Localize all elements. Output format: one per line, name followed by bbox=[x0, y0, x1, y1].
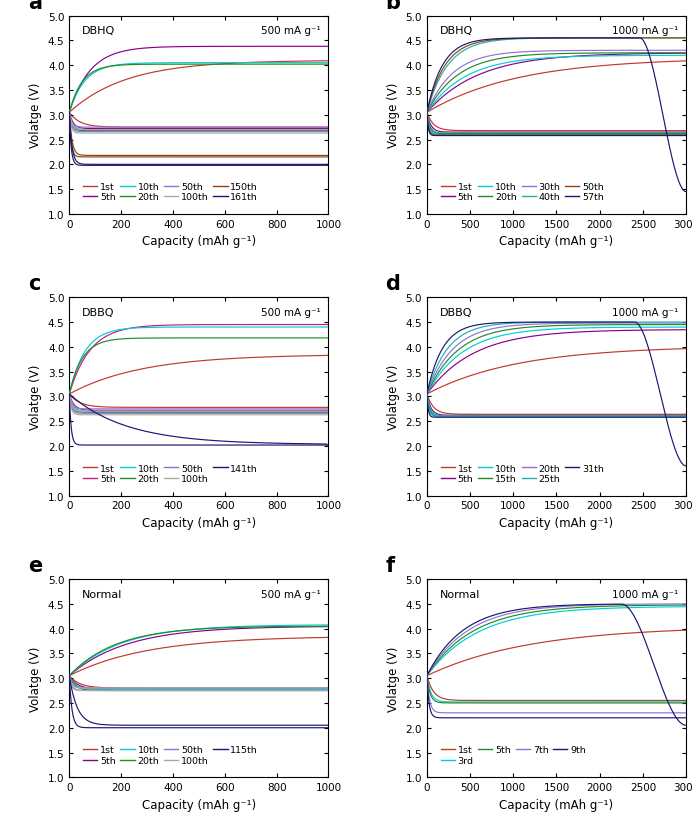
Text: d: d bbox=[385, 274, 401, 294]
Text: e: e bbox=[28, 555, 42, 576]
X-axis label: Capacity (mAh g⁻¹): Capacity (mAh g⁻¹) bbox=[500, 235, 613, 248]
Legend: 1st, 5th, 10th, 20th, 50th, 100th, 141th: 1st, 5th, 10th, 20th, 50th, 100th, 141th bbox=[79, 461, 262, 487]
Legend: 1st, 5th, 10th, 20th, 30th, 40th, 50th, 57th: 1st, 5th, 10th, 20th, 30th, 40th, 50th, … bbox=[437, 179, 608, 206]
Text: 500 mA g⁻¹: 500 mA g⁻¹ bbox=[261, 308, 321, 318]
Text: 1000 mA g⁻¹: 1000 mA g⁻¹ bbox=[612, 308, 678, 318]
Legend: 1st, 5th, 10th, 15th, 20th, 25th, 31th: 1st, 5th, 10th, 15th, 20th, 25th, 31th bbox=[437, 461, 608, 487]
Text: b: b bbox=[385, 0, 401, 12]
Legend: 1st, 3rd, 5th, 7th, 9th: 1st, 3rd, 5th, 7th, 9th bbox=[437, 742, 590, 769]
X-axis label: Capacity (mAh g⁻¹): Capacity (mAh g⁻¹) bbox=[142, 798, 256, 810]
Text: DBHQ: DBHQ bbox=[440, 26, 473, 36]
Text: c: c bbox=[28, 274, 40, 294]
Y-axis label: Volatge (V): Volatge (V) bbox=[387, 365, 400, 429]
Text: 500 mA g⁻¹: 500 mA g⁻¹ bbox=[261, 26, 321, 36]
Text: 1000 mA g⁻¹: 1000 mA g⁻¹ bbox=[612, 26, 678, 36]
X-axis label: Capacity (mAh g⁻¹): Capacity (mAh g⁻¹) bbox=[142, 516, 256, 529]
Legend: 1st, 5th, 10th, 20th, 50th, 100th, 115th: 1st, 5th, 10th, 20th, 50th, 100th, 115th bbox=[79, 742, 262, 769]
X-axis label: Capacity (mAh g⁻¹): Capacity (mAh g⁻¹) bbox=[500, 516, 613, 529]
Y-axis label: Volatge (V): Volatge (V) bbox=[387, 646, 400, 711]
Text: DBHQ: DBHQ bbox=[82, 26, 116, 36]
Text: f: f bbox=[385, 555, 394, 576]
Y-axis label: Volatge (V): Volatge (V) bbox=[387, 83, 400, 148]
X-axis label: Capacity (mAh g⁻¹): Capacity (mAh g⁻¹) bbox=[142, 235, 256, 248]
Text: a: a bbox=[28, 0, 42, 12]
Y-axis label: Volatge (V): Volatge (V) bbox=[29, 646, 42, 711]
X-axis label: Capacity (mAh g⁻¹): Capacity (mAh g⁻¹) bbox=[500, 798, 613, 810]
Text: Normal: Normal bbox=[82, 589, 123, 599]
Text: 1000 mA g⁻¹: 1000 mA g⁻¹ bbox=[612, 589, 678, 599]
Text: DBBQ: DBBQ bbox=[440, 308, 473, 318]
Legend: 1st, 5th, 10th, 20th, 50th, 100th, 150th, 161th: 1st, 5th, 10th, 20th, 50th, 100th, 150th… bbox=[79, 179, 262, 206]
Y-axis label: Volatge (V): Volatge (V) bbox=[29, 365, 42, 429]
Text: DBBQ: DBBQ bbox=[82, 308, 115, 318]
Y-axis label: Volatge (V): Volatge (V) bbox=[29, 83, 42, 148]
Text: 500 mA g⁻¹: 500 mA g⁻¹ bbox=[261, 589, 321, 599]
Text: Normal: Normal bbox=[440, 589, 480, 599]
